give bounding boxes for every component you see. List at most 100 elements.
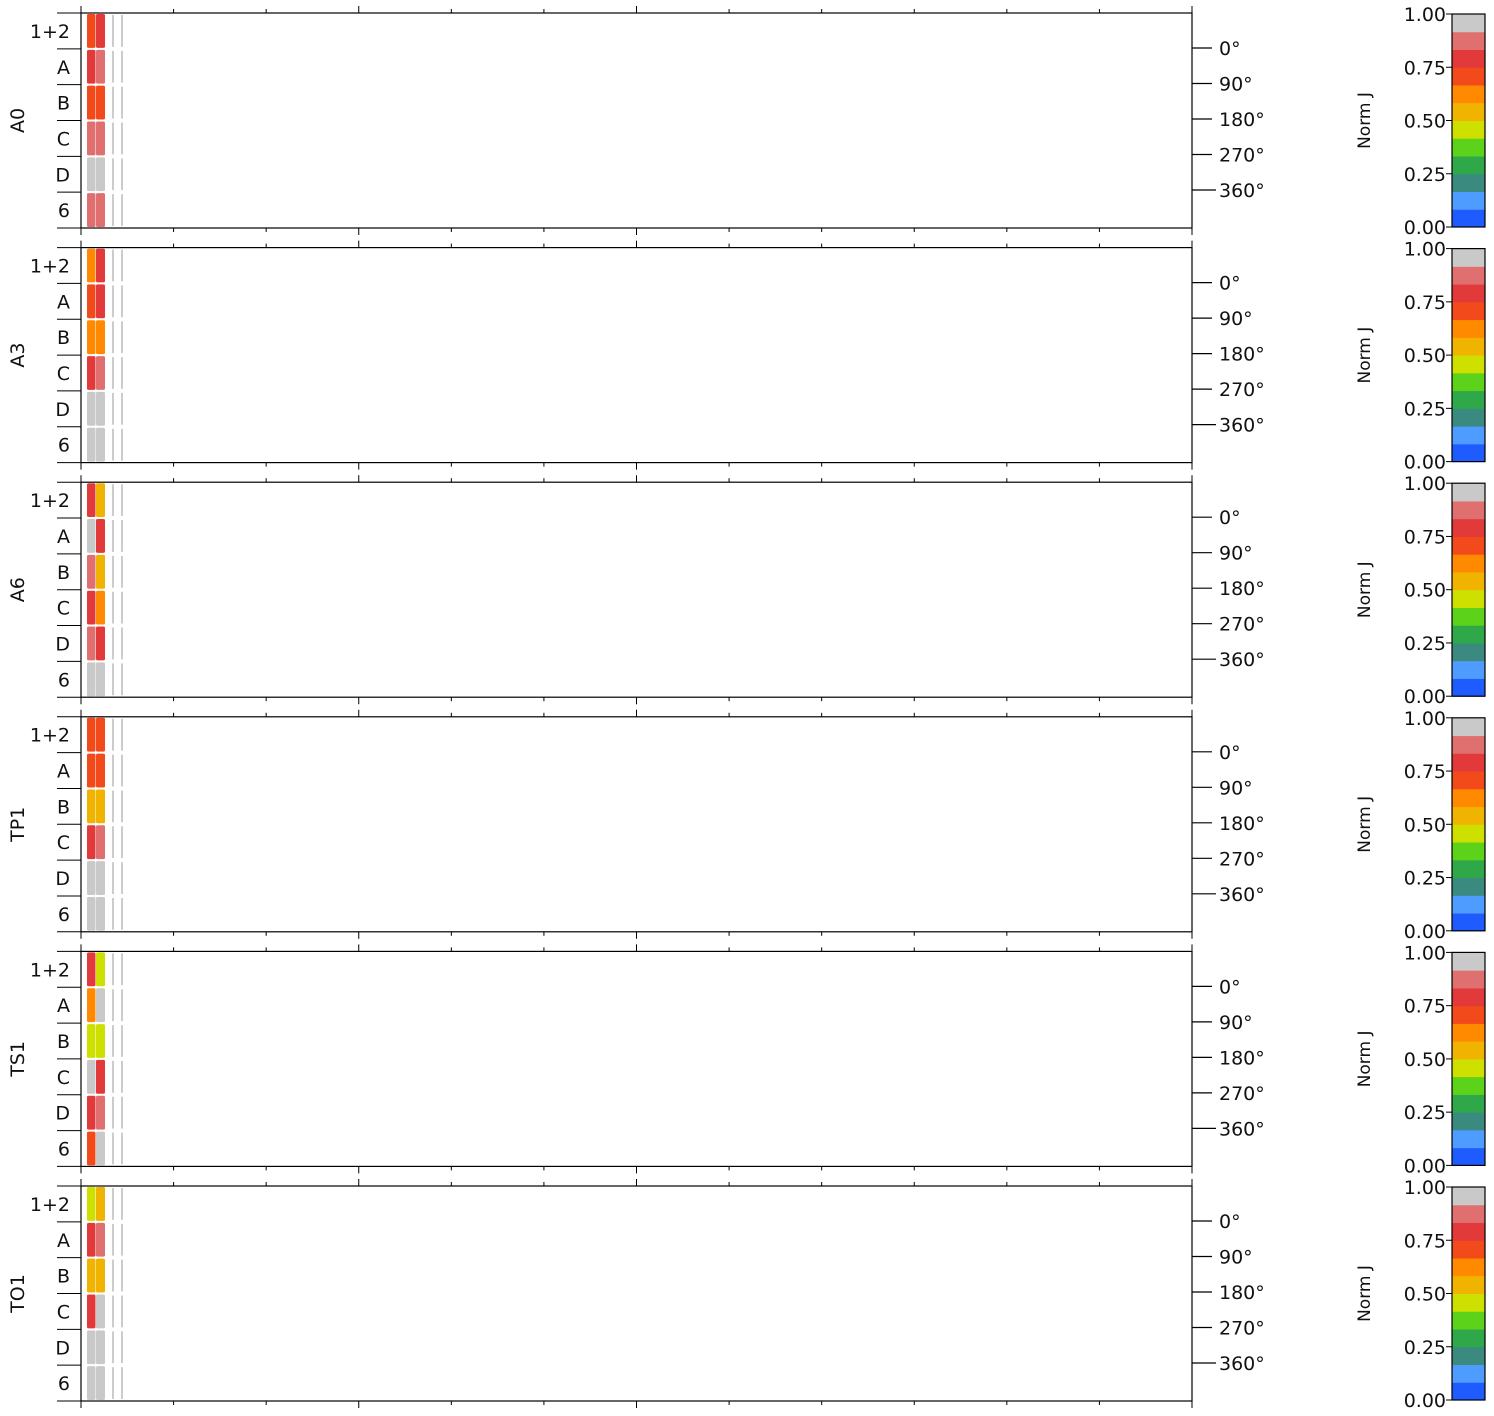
colorbar-tick-label: 0.25 — [1404, 398, 1446, 420]
heat-cell — [96, 85, 105, 120]
colorbar: 0.00 0.25 0.50 0.75 1.00 Norm J — [1355, 708, 1486, 943]
angle-label: 90° — [1219, 1012, 1253, 1034]
heat-cell — [87, 157, 96, 192]
colorbar-segment — [1452, 642, 1485, 662]
angle-label: 270° — [1219, 379, 1265, 401]
heat-cell — [87, 14, 96, 48]
colorbar-segment — [1452, 842, 1485, 861]
panel-frame — [80, 1185, 1193, 1402]
angle-label: 180° — [1219, 578, 1265, 600]
colorbar-segment — [1452, 284, 1485, 303]
colorbar-segment — [1452, 607, 1485, 626]
angle-label: 0° — [1219, 742, 1241, 764]
angle-label: 0° — [1219, 507, 1241, 529]
colorbar-tick-label: 1.00 — [1404, 708, 1446, 730]
panel-frame — [80, 12, 1193, 229]
colorbar-segment — [1452, 319, 1485, 338]
row-label: C — [57, 1301, 70, 1323]
angle-label: 0° — [1219, 38, 1241, 60]
heat-cell — [96, 753, 105, 788]
colorbar-title: Norm J — [1355, 796, 1375, 853]
colorbar-tick-label: 0.00 — [1404, 217, 1446, 239]
heat-cell — [87, 662, 96, 697]
heat-cell — [87, 753, 96, 788]
heat-cell — [96, 1095, 105, 1130]
heat-cell — [96, 121, 105, 156]
colorbar: 0.00 0.25 0.50 0.75 1.00 Norm J — [1355, 239, 1486, 474]
heat-cell — [96, 554, 105, 589]
heat-cell — [87, 1131, 96, 1166]
colorbar-tick-label: 0.25 — [1404, 164, 1446, 186]
colorbar-tick-label: 0.25 — [1404, 1337, 1446, 1359]
panel-label: TS1 — [7, 1041, 29, 1078]
angle-label: 180° — [1219, 1282, 1265, 1304]
colorbar-tick-label: 0.50 — [1404, 1049, 1446, 1071]
colorbar-segment — [1452, 301, 1485, 321]
colorbar-segment — [1452, 895, 1485, 914]
heat-cell — [96, 1059, 105, 1094]
angle-label: 90° — [1219, 1247, 1253, 1269]
colorbar-segment — [1452, 859, 1485, 879]
colorbar-segment — [1452, 1364, 1485, 1383]
angle-label: 90° — [1219, 74, 1253, 96]
colorbar-title: Norm J — [1355, 1031, 1375, 1088]
row-label: C — [57, 1067, 70, 1089]
heat-cell — [87, 988, 96, 1023]
angle-label: 270° — [1219, 614, 1265, 636]
heat-cell — [96, 157, 105, 192]
colorbar-tick-label: 0.50 — [1404, 345, 1446, 367]
row-label: B — [57, 796, 70, 818]
heat-cell — [96, 1258, 105, 1293]
colorbar-segment — [1452, 1346, 1485, 1365]
heat-cell — [96, 193, 105, 227]
angle-label: 180° — [1219, 344, 1265, 366]
angle-label: 180° — [1219, 109, 1265, 131]
heat-cell — [96, 1024, 105, 1058]
colorbar-segment — [1452, 1293, 1485, 1312]
colorbar-segment — [1452, 248, 1485, 267]
heat-cell — [87, 1222, 96, 1257]
row-label: A — [57, 1230, 70, 1252]
heat-cell — [87, 1187, 96, 1221]
colorbar-segment — [1452, 913, 1485, 932]
panel-label: A0 — [7, 108, 29, 133]
heat-cell — [96, 1187, 105, 1221]
row-label: 6 — [58, 200, 70, 222]
row-label: 6 — [58, 669, 70, 691]
colorbar-segment — [1452, 952, 1485, 971]
heat-cell — [87, 717, 96, 752]
colorbar-tick-label: 0.75 — [1404, 996, 1446, 1018]
row-label: 6 — [58, 904, 70, 926]
row-label: B — [57, 1266, 70, 1288]
colorbar-tick-label: 0.50 — [1404, 111, 1446, 133]
panel-frame — [80, 481, 1193, 698]
row-label: A — [57, 57, 70, 79]
colorbar-tick-label: 1.00 — [1404, 473, 1446, 495]
heat-cell — [87, 1330, 96, 1365]
row-label: C — [57, 598, 70, 620]
panel-a0: 1+2ABCD6A00°90°180°270°360°0.000.250.500… — [7, 4, 1486, 239]
heat-cell — [87, 1059, 96, 1094]
colorbar-tick-label: 0.00 — [1404, 1155, 1446, 1177]
heat-cell — [96, 662, 105, 697]
colorbar: 0.00 0.25 0.50 0.75 1.00 Norm J — [1355, 4, 1486, 239]
heat-cell — [96, 427, 105, 462]
colorbar-segment — [1452, 191, 1485, 210]
colorbar-tick-label: 0.00 — [1404, 1390, 1446, 1412]
heat-cell — [96, 896, 105, 931]
colorbar-segment — [1452, 1275, 1485, 1294]
colorbar: 0.00 0.25 0.50 0.75 1.00 Norm J — [1355, 1177, 1486, 1412]
panel-a6: 1+2ABCD6A60°90°180°270°360°0.000.250.500… — [7, 473, 1486, 708]
row-label: B — [57, 1031, 70, 1053]
colorbar-tick-label: 1.00 — [1404, 1177, 1446, 1199]
row-label: D — [55, 1337, 70, 1359]
colorbar-segment — [1452, 49, 1485, 68]
colorbar-segment — [1452, 554, 1485, 573]
heat-cell — [87, 121, 96, 156]
angle-label: 360° — [1219, 884, 1265, 906]
angle-label: 180° — [1219, 1047, 1265, 1069]
row-label: A — [57, 761, 70, 783]
heat-cell — [87, 1294, 96, 1329]
colorbar-tick-label: 0.25 — [1404, 1102, 1446, 1124]
